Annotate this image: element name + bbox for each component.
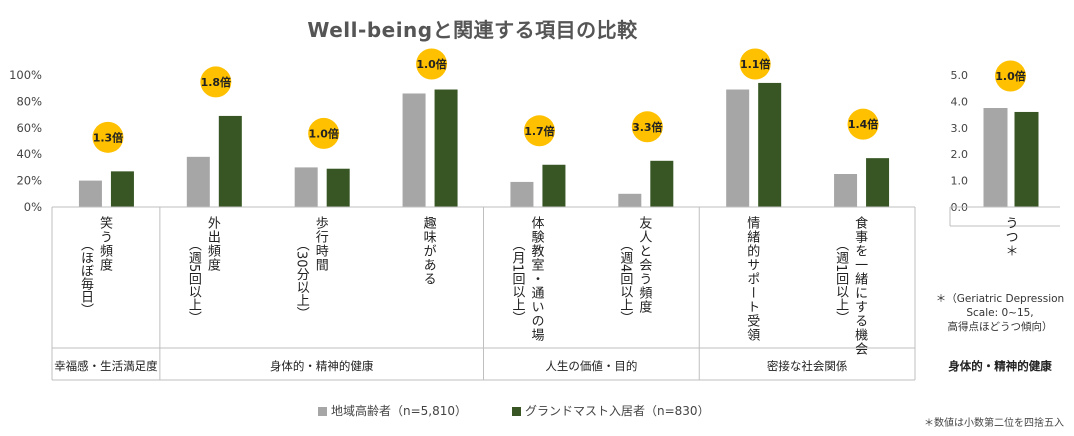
ratio-label: 1.4倍 [848, 117, 879, 131]
legend-swatch-green [512, 407, 521, 416]
category-label: 食事を一緒にする機会 [852, 216, 868, 356]
y-tick-label-right: 4.0 [951, 95, 969, 108]
ratio-bubble [416, 48, 448, 80]
chart-title: Well-beingと関連する項目の比較 [307, 18, 638, 42]
bar-community [618, 193, 642, 207]
ratio-bubble [739, 48, 771, 80]
ratio-bubble [92, 121, 124, 153]
bar-community [983, 108, 1008, 207]
y-tick-label: 40% [16, 147, 42, 161]
ratio-bubble [308, 117, 340, 149]
legend-swatch-gray [318, 407, 327, 416]
bar-grandmast [218, 115, 242, 207]
ratio-bubble [995, 60, 1026, 92]
group-label: 身体的・精神的健康 [269, 359, 374, 373]
category-sublabel: （週5回以上） [185, 238, 201, 325]
ratio-label: 1.1倍 [740, 57, 771, 71]
bar-community [402, 93, 426, 207]
category-label: 外出頻度 [204, 216, 220, 272]
bar-grandmast [326, 168, 350, 207]
category-sublabel: （週1回以上） [833, 238, 849, 325]
group-label: 幸福感・生活満足度 [54, 359, 158, 373]
legend-item-grandmast: グランドマスト入居者（n=830） [512, 402, 710, 419]
category-sublabel: （30分以上） [293, 238, 309, 320]
ratio-label: 1.8倍 [201, 75, 232, 89]
bar-grandmast [434, 89, 458, 207]
ratio-bubble [631, 111, 663, 143]
bar-grandmast [1014, 111, 1039, 207]
y-tick-label-right: 1.0 [951, 175, 969, 188]
ratio-label: 1.7倍 [524, 124, 555, 138]
bar-community [726, 89, 750, 207]
bar-community [834, 174, 858, 207]
ratio-bubble [200, 66, 232, 98]
y-tick-label: 60% [16, 121, 42, 135]
y-tick-label: 0% [24, 200, 42, 214]
legend-item-community: 地域高齢者（n=5,810） [318, 402, 467, 419]
category-label: 歩行時間 [312, 216, 328, 272]
note-line: Scale: 0~15, [966, 307, 1034, 319]
ratio-label: 1.0倍 [995, 69, 1026, 83]
y-tick-label-right: 3.0 [951, 122, 969, 135]
bar-community [294, 167, 318, 207]
group-label: 密接な社会関係 [766, 359, 848, 373]
ratio-bubble [847, 108, 879, 140]
category-sublabel: （月1回以上） [509, 238, 525, 325]
ratio-label: 1.3倍 [93, 130, 124, 144]
footnote: ＊数値は小数第二位を四捨五入 [924, 418, 1064, 429]
category-label: 趣味がある [420, 216, 436, 286]
bar-community [186, 156, 210, 207]
y-tick-label: 80% [16, 94, 42, 108]
category-sublabel: （週4回以上） [617, 238, 633, 325]
bar-community [78, 180, 102, 207]
bar-grandmast [866, 158, 890, 207]
ratio-label: 1.0倍 [416, 57, 447, 71]
ratio-bubble [523, 115, 555, 147]
ratio-label: 3.3倍 [632, 120, 663, 134]
ratio-label: 1.0倍 [308, 126, 339, 140]
category-label: 情緒的サポート受領 [744, 216, 760, 342]
y-tick-label: 100% [9, 68, 42, 82]
bar-grandmast [650, 160, 674, 207]
y-tick-label: 20% [16, 174, 42, 188]
category-label: 笑う頻度 [96, 216, 112, 272]
y-tick-label-right: 2.0 [951, 148, 969, 161]
category-label: 友人と会う頻度 [636, 216, 652, 314]
category-sublabel: （ほぼ毎日） [77, 238, 93, 316]
note-line: 高得点ほどうつ傾向） [947, 321, 1053, 333]
bar-grandmast [110, 171, 134, 207]
category-label: うつ＊ [1002, 216, 1018, 258]
bar-grandmast [542, 164, 566, 207]
group-label: 人生の価値・目的 [545, 359, 638, 373]
note-line: ＊（Geriatric Depression [935, 293, 1065, 305]
group-label-right: 身体的・精神的健康 [948, 359, 1052, 373]
legend-label: グランドマスト入居者（n=830） [525, 404, 710, 418]
category-label: 体験教室・通いの場 [528, 216, 544, 342]
legend-label: 地域高齢者（n=5,810） [331, 404, 468, 418]
bar-grandmast [758, 82, 782, 207]
y-tick-label-right: 5.0 [951, 69, 969, 82]
bar-community [510, 181, 534, 207]
